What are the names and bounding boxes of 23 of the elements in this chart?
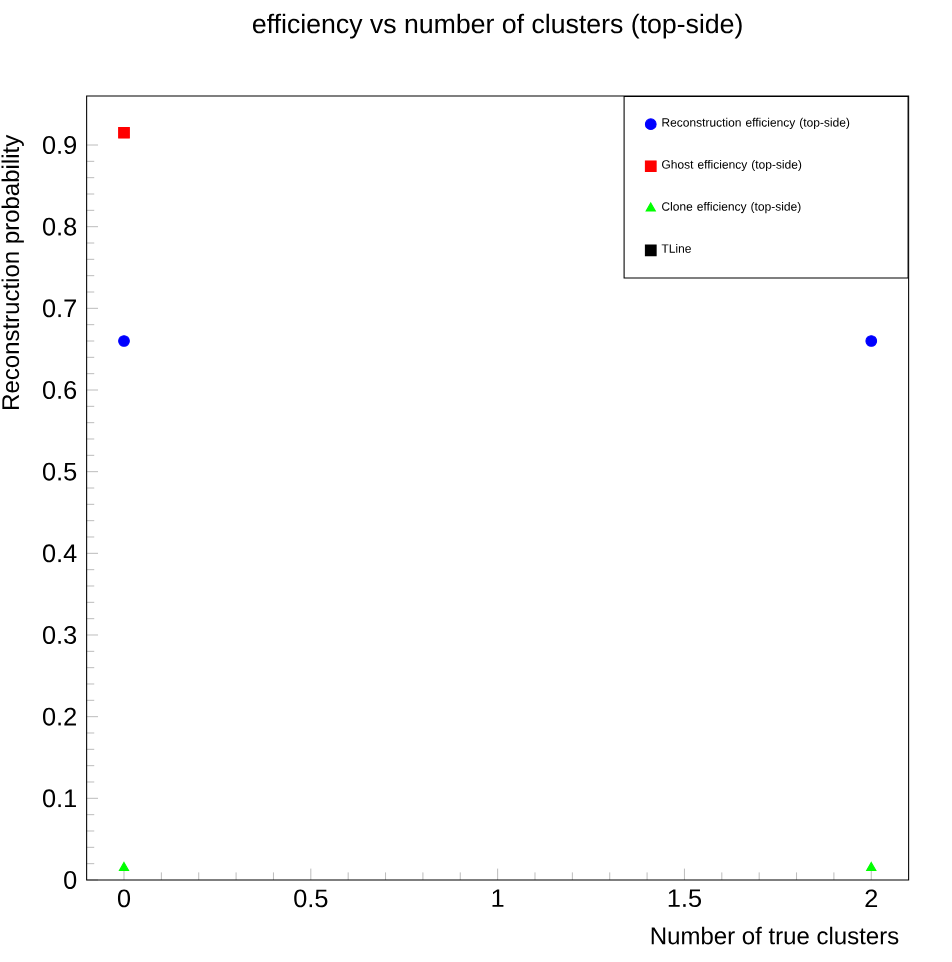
x-tick-label: 0.5 (294, 889, 328, 908)
point (865, 335, 878, 347)
y-tick-label: 0.8 (43, 217, 77, 236)
point (118, 335, 130, 347)
y-tick-label: 0.1 (43, 789, 76, 808)
point (118, 126, 130, 139)
x-axis-title: Number of true clusters (651, 926, 899, 945)
point (118, 861, 130, 871)
y-tick-label: 0.5 (43, 462, 77, 481)
y-axis-title: Reconstruction probability (1, 134, 24, 409)
point (866, 861, 877, 871)
x-tick-label: 0 (117, 889, 131, 908)
y-tick-label: 0.7 (43, 299, 76, 318)
y-tick-label: 0.6 (43, 381, 77, 399)
y-tick-label: 0.9 (43, 136, 77, 154)
y-tick-label: 0 (64, 871, 77, 889)
y-tick-label: 0.2 (43, 707, 76, 726)
chart-title: efficiency vs number of clusters (top-side) (252, 13, 742, 39)
y-tick-label: 0.3 (43, 626, 77, 644)
x-tick-label: 2 (865, 889, 878, 908)
x-tick-label: 1.5 (668, 889, 702, 908)
y-tick-label: 0.4 (43, 544, 77, 563)
x-tick-label: 1 (492, 889, 504, 907)
